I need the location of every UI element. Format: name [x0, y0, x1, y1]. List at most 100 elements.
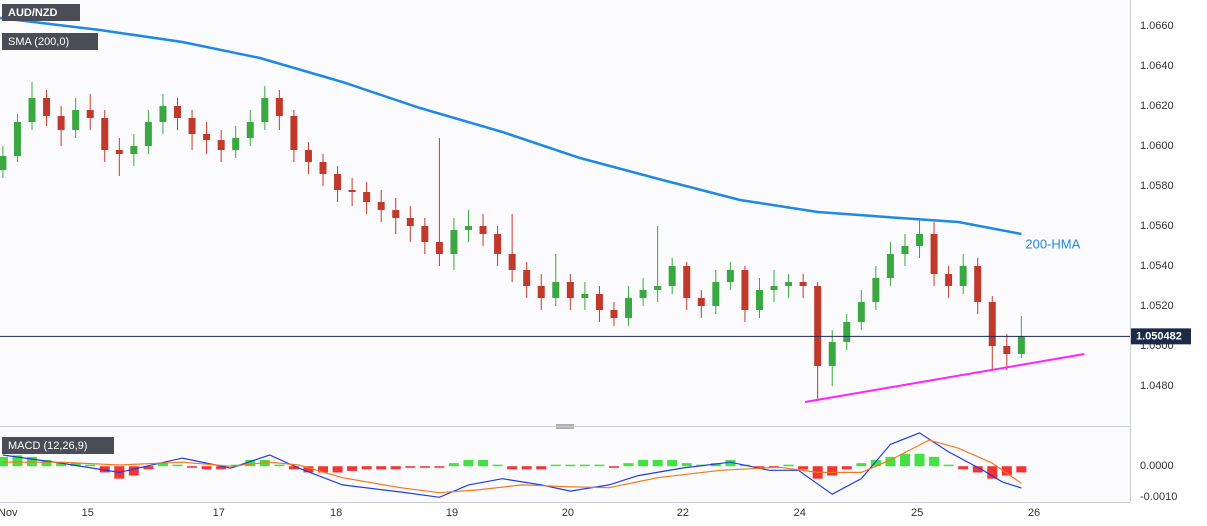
macd-box: [2, 437, 114, 454]
histogram-bar: [958, 466, 969, 470]
histogram-bar: [507, 466, 518, 470]
indicator-line: [2, 439, 1022, 494]
candle-body: [828, 342, 836, 366]
candle-body: [654, 286, 662, 290]
histogram-bar: [594, 464, 605, 467]
x-tick-label: 18: [330, 507, 342, 519]
histogram-bar: [376, 466, 387, 470]
symbol-label: AUD/NZD: [8, 7, 58, 19]
current-price-label: 1.050482: [1136, 330, 1182, 342]
candle-body: [421, 226, 429, 242]
histogram-bar: [608, 466, 619, 468]
candle-body: [523, 270, 531, 286]
y-tick-label: 1.0600: [1140, 140, 1174, 152]
candle-body: [959, 266, 967, 286]
candle-body: [595, 294, 603, 310]
y-tick-label: 1.0520: [1140, 300, 1174, 312]
candle-body: [785, 282, 793, 286]
histogram-bar: [157, 463, 168, 467]
candle-body: [668, 266, 676, 286]
candle-body: [115, 150, 123, 154]
plot-background: [0, 0, 1130, 502]
histogram-bar: [274, 464, 285, 467]
histogram-bar: [332, 466, 343, 473]
histogram-bar: [187, 466, 198, 468]
candle-body: [683, 266, 691, 298]
y-tick-label: 1.0480: [1140, 380, 1174, 392]
y-tick-label: 1.0660: [1140, 20, 1174, 32]
histogram-bar: [856, 463, 867, 467]
histogram-bar: [987, 466, 998, 479]
histogram-bar: [70, 463, 81, 467]
histogram-bar: [434, 466, 445, 468]
candle-body: [566, 282, 574, 298]
candle-body: [144, 122, 152, 146]
candle-body: [930, 234, 938, 274]
histogram-bar: [899, 453, 910, 467]
candle-body: [901, 246, 909, 254]
histogram-bar: [870, 460, 881, 467]
candle-body: [464, 226, 472, 230]
candle-body: [450, 230, 458, 254]
histogram-bar: [754, 466, 765, 468]
y-tick-label: 0.0000: [1140, 460, 1174, 472]
candle-body: [552, 282, 560, 298]
x-tick-label: Nov: [0, 507, 18, 519]
candle-body: [290, 116, 298, 150]
candle-body: [43, 98, 51, 116]
candle-body: [406, 218, 414, 226]
candle-body: [872, 278, 880, 302]
histogram-bar: [638, 460, 649, 467]
histogram-bar: [885, 456, 896, 467]
histogram-bar: [783, 464, 794, 467]
candle-body: [13, 122, 21, 156]
y-tick-label: 1.0560: [1140, 220, 1174, 232]
separator-grip[interactable]: [556, 424, 574, 429]
candle-body: [974, 266, 982, 302]
histogram-bar: [143, 466, 154, 470]
x-tick-label: 15: [82, 507, 94, 519]
histogram-bar: [201, 466, 212, 470]
candle-body: [101, 118, 109, 150]
histogram-bar: [448, 463, 459, 467]
x-tick-label: 25: [911, 507, 923, 519]
candle-body: [610, 310, 618, 318]
candle-body: [203, 134, 211, 140]
histogram-bar: [914, 453, 925, 467]
candle-body: [304, 150, 312, 162]
macd-label: MACD (12,26,9): [8, 440, 87, 452]
x-tick-label: 22: [677, 507, 689, 519]
candle-body: [86, 110, 94, 118]
candle-body: [479, 226, 487, 234]
candle-body: [814, 286, 822, 366]
candle-body: [159, 106, 167, 122]
y-tick-label: 1.0640: [1140, 60, 1174, 72]
histogram-bar: [172, 464, 183, 467]
candle-body: [697, 298, 705, 306]
x-tick-label: 20: [562, 507, 574, 519]
histogram-bar: [798, 466, 809, 470]
histogram-bar: [972, 466, 983, 473]
histogram-bar: [492, 464, 503, 467]
histogram-bar: [317, 466, 328, 473]
histogram-bar: [361, 466, 372, 470]
histogram-bar: [419, 466, 430, 468]
histogram-bar: [390, 466, 401, 470]
candle-body: [726, 270, 734, 282]
labels: AUD/NZD SMA (200,0) MACD (12,26,9) 1.048…: [0, 4, 1191, 519]
histogram-bar: [405, 466, 416, 468]
histogram-bar: [478, 460, 489, 467]
marks: [0, 16, 1130, 498]
candle-body: [537, 286, 545, 298]
candle-body: [755, 290, 763, 310]
candle-body: [916, 234, 924, 246]
histogram-bar: [99, 466, 110, 473]
candle-body: [625, 298, 633, 318]
histogram-bar: [667, 460, 678, 467]
histogram-bar: [56, 463, 67, 467]
candle-body: [57, 116, 65, 130]
histogram-bar: [943, 464, 954, 467]
candle-body: [130, 146, 138, 154]
